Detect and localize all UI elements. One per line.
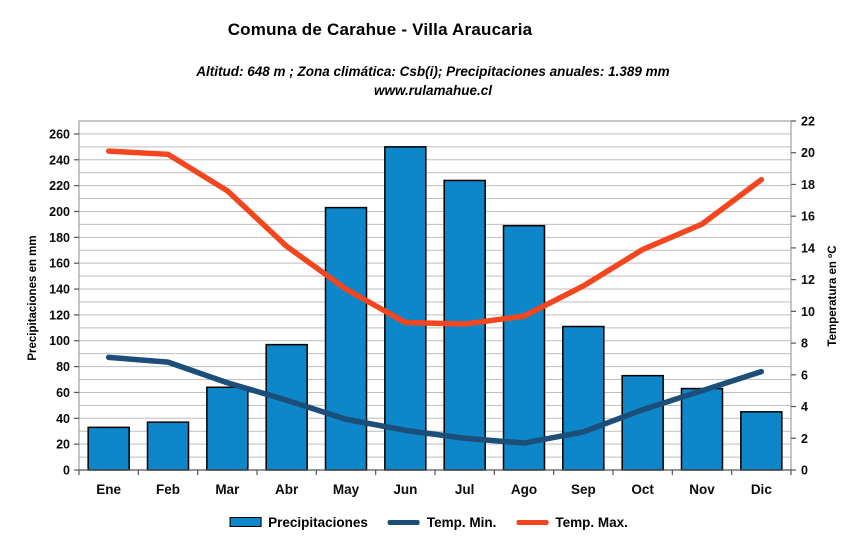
- precipitation-swatch-icon: [229, 517, 262, 527]
- chart-website-url: www.rulamahue.cl: [373, 83, 493, 98]
- y-right-label-22: 22: [801, 115, 815, 129]
- y-right-label-16: 16: [801, 210, 815, 224]
- y-left-label-200: 200: [49, 205, 70, 219]
- y-left-label-240: 240: [49, 153, 70, 167]
- x-axis-label-Abr: Abr: [275, 482, 299, 497]
- y-right-label-20: 20: [801, 146, 815, 160]
- bar-Ene: [87, 426, 130, 471]
- legend-label: Precipitaciones: [268, 514, 368, 530]
- line-temp-min: [105, 354, 765, 446]
- y-left-label-60: 60: [56, 386, 70, 400]
- y-left-label-0: 0: [63, 464, 70, 478]
- y-right-label-14: 14: [801, 241, 815, 255]
- chart-legend: Precipitaciones Temp. Min. Temp. Max.: [229, 512, 628, 532]
- y-left-label-140: 140: [49, 283, 70, 297]
- chart-title: Comuna de Carahue - Villa Araucaria: [227, 20, 533, 39]
- legend-label: Temp. Max.: [555, 514, 628, 530]
- chart-subtitle: Altitud: 648 m ; Zona climática: Csb(i);…: [196, 64, 670, 79]
- y-left-label-80: 80: [56, 360, 70, 374]
- y-left-label-40: 40: [56, 412, 70, 426]
- x-axis-label-May: May: [333, 482, 360, 497]
- line-temp-max: [105, 148, 765, 327]
- bar-Sep: [562, 325, 605, 471]
- y-right-label-0: 0: [801, 464, 808, 478]
- x-axis-label-Jun: Jun: [393, 482, 417, 497]
- y-left-label-20: 20: [56, 438, 70, 452]
- legend-item-temp-min: Temp. Min.: [387, 514, 497, 530]
- y-axis-title-right: Temperatura en ºC: [827, 245, 839, 347]
- y-right-label-12: 12: [801, 273, 815, 287]
- y-right-label-10: 10: [801, 305, 815, 319]
- temp-max-line-swatch-icon: [516, 519, 549, 525]
- x-axis-label-Sep: Sep: [571, 482, 596, 497]
- legend-label: Temp. Min.: [426, 514, 497, 530]
- x-axis-label-Feb: Feb: [156, 482, 180, 497]
- y-right-label-2: 2: [801, 432, 808, 446]
- x-axis-label-Ago: Ago: [511, 482, 537, 497]
- y-left-label-100: 100: [49, 334, 70, 348]
- x-axis-label-Ene: Ene: [96, 482, 121, 497]
- x-axis-label-Nov: Nov: [689, 482, 715, 497]
- y-left-label-260: 260: [49, 127, 70, 141]
- bar-Nov: [680, 387, 724, 471]
- y-left-label-160: 160: [49, 257, 70, 271]
- x-axis-label-Jul: Jul: [455, 482, 475, 497]
- y-right-label-18: 18: [801, 178, 815, 192]
- legend-item-temp-max: Temp. Max.: [516, 515, 628, 530]
- bar-Dic: [740, 411, 783, 471]
- y-right-label-8: 8: [801, 337, 808, 351]
- bar-May: [324, 206, 368, 471]
- y-left-label-120: 120: [49, 308, 70, 322]
- bar-Feb: [146, 421, 190, 471]
- x-axis-label-Oct: Oct: [631, 482, 654, 497]
- temp-min-line-swatch-icon: [387, 519, 420, 525]
- x-axis-label-Mar: Mar: [215, 482, 240, 497]
- y-axis-title-left: Precipitaciones en mm: [27, 235, 39, 361]
- y-right-label-6: 6: [801, 368, 808, 382]
- x-axis-label-Dic: Dic: [751, 482, 773, 497]
- legend-item-precipitaciones: Precipitaciones: [229, 515, 368, 530]
- y-left-label-180: 180: [49, 231, 70, 245]
- y-right-label-4: 4: [801, 400, 808, 414]
- bar-Oct: [621, 374, 664, 471]
- bar-Ago: [502, 224, 546, 471]
- y-left-label-220: 220: [49, 179, 70, 193]
- bar-Mar: [206, 386, 249, 471]
- bar-Jun: [384, 146, 427, 471]
